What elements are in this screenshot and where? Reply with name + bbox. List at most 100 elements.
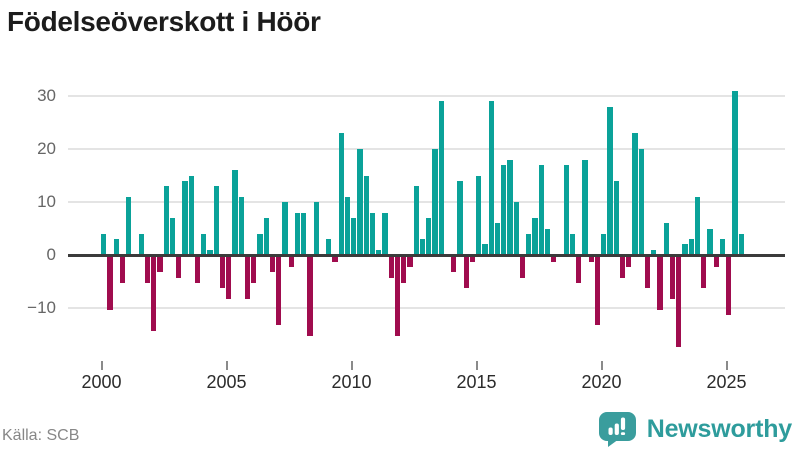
bar (607, 106, 613, 255)
bar (213, 186, 219, 255)
source-note: Källa: SCB (2, 427, 80, 444)
bar (344, 196, 351, 255)
bar (432, 149, 438, 255)
bar (394, 256, 401, 336)
bar (494, 223, 501, 255)
x-axis-label: 2010 (331, 372, 372, 392)
bar (513, 202, 519, 255)
bar (119, 256, 126, 283)
bar (357, 149, 363, 255)
bar (569, 233, 576, 255)
bar (707, 228, 713, 255)
bar (232, 170, 238, 255)
bar (282, 202, 288, 255)
bar (538, 164, 544, 255)
bar (507, 159, 513, 255)
bar (626, 256, 632, 268)
y-axis-label: 10 (37, 192, 56, 211)
bar (726, 256, 732, 315)
bar (563, 164, 569, 255)
bar (413, 186, 419, 255)
y-axis-label: 0 (46, 245, 56, 264)
bar (594, 256, 601, 326)
bar (107, 256, 113, 310)
bar (544, 228, 551, 255)
bar (488, 101, 494, 255)
bar (332, 256, 338, 262)
bar (526, 233, 532, 255)
bar (401, 256, 407, 283)
bar (201, 233, 207, 255)
newsworthy-logo[interactable]: Newsworthy (598, 411, 792, 448)
bar (419, 239, 426, 255)
bar (288, 256, 294, 268)
bar (719, 239, 726, 255)
x-axis-tick (475, 361, 478, 370)
x-axis-label: 2015 (456, 372, 497, 392)
bar (632, 133, 638, 255)
bar (438, 101, 444, 255)
bar (101, 233, 107, 255)
bar (194, 256, 201, 283)
x-axis-tick (350, 361, 353, 370)
bar (694, 196, 701, 255)
bar (251, 256, 257, 283)
y-axis-label: 30 (37, 86, 56, 105)
bar (457, 180, 463, 255)
bar (326, 239, 332, 255)
bar (657, 256, 663, 310)
bar (676, 256, 682, 347)
bar (651, 249, 657, 255)
bar (369, 212, 376, 255)
x-axis-label: 2020 (581, 372, 622, 392)
bar (307, 256, 313, 336)
bar (301, 212, 307, 255)
bar (244, 256, 251, 299)
x-axis-label: 2005 (206, 372, 247, 392)
bar (169, 217, 176, 255)
bar (663, 223, 669, 255)
bar (576, 256, 582, 283)
bar (363, 175, 369, 255)
bar (276, 256, 282, 326)
bar (382, 212, 388, 255)
bar (176, 256, 182, 278)
bar (163, 186, 169, 255)
gridline (68, 148, 785, 150)
y-axis-label: 20 (37, 139, 56, 158)
bar (126, 196, 132, 255)
bar (669, 256, 676, 299)
bar (582, 159, 588, 255)
bar (144, 256, 151, 283)
bar (238, 196, 244, 255)
x-axis-tick (100, 361, 103, 370)
bar (619, 256, 626, 278)
gridline (68, 95, 785, 97)
bar (207, 249, 213, 255)
bar (257, 233, 263, 255)
bar (682, 244, 688, 255)
gridline (68, 201, 785, 203)
bar (426, 217, 432, 255)
zero-axis-line (68, 253, 785, 257)
bar (644, 256, 651, 289)
x-axis-tick (600, 361, 603, 370)
bar (269, 256, 276, 273)
bar (157, 256, 163, 273)
bar (226, 256, 232, 299)
bar (501, 164, 507, 255)
bar (351, 217, 357, 255)
bar (376, 249, 382, 255)
bar (688, 239, 694, 255)
bar (551, 256, 557, 262)
bar (113, 239, 119, 255)
newsworthy-wordmark: Newsworthy (646, 415, 792, 443)
bar (701, 256, 707, 289)
x-axis-label: 2025 (706, 372, 747, 392)
bar (338, 133, 344, 255)
bar (188, 175, 194, 255)
bar (738, 233, 744, 255)
bar (532, 217, 538, 255)
